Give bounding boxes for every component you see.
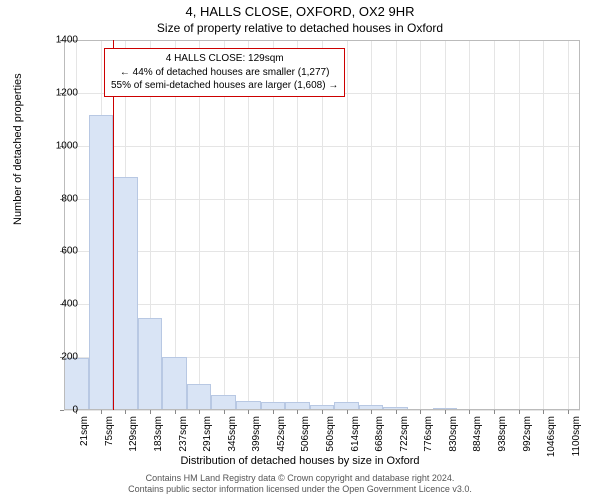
x-tick-mark xyxy=(494,410,495,414)
x-tick-label: 992sqm xyxy=(522,416,533,461)
x-tick-label: 884sqm xyxy=(472,416,483,461)
x-tick-label: 129sqm xyxy=(128,416,139,461)
x-axis xyxy=(64,409,580,410)
x-tick-label: 183sqm xyxy=(153,416,164,461)
x-tick-label: 776sqm xyxy=(423,416,434,461)
x-tick-label: 938sqm xyxy=(497,416,508,461)
x-tick-label: 345sqm xyxy=(227,416,238,461)
y-tick-label: 1200 xyxy=(48,87,78,98)
x-tick-mark xyxy=(371,410,372,414)
x-tick-mark xyxy=(175,410,176,414)
gridline-v xyxy=(519,40,520,410)
x-tick-label: 668sqm xyxy=(374,416,385,461)
x-tick-label: 1046sqm xyxy=(546,416,557,461)
x-tick-label: 722sqm xyxy=(399,416,410,461)
x-tick-label: 399sqm xyxy=(251,416,262,461)
x-tick-mark xyxy=(101,410,102,414)
x-tick-label: 452sqm xyxy=(276,416,287,461)
y-tick-label: 400 xyxy=(48,299,78,310)
x-tick-label: 1100sqm xyxy=(571,416,582,461)
x-tick-label: 506sqm xyxy=(300,416,311,461)
y-tick-label: 200 xyxy=(48,352,78,363)
y-tick-label: 1000 xyxy=(48,140,78,151)
x-tick-label: 614sqm xyxy=(350,416,361,461)
bar xyxy=(211,395,236,410)
gridline-v xyxy=(347,40,348,410)
bar xyxy=(162,357,187,410)
x-tick-label: 237sqm xyxy=(178,416,189,461)
footer: Contains HM Land Registry data © Crown c… xyxy=(0,473,600,496)
x-tick-label: 560sqm xyxy=(325,416,336,461)
x-tick-mark xyxy=(469,410,470,414)
x-tick-mark xyxy=(322,410,323,414)
x-tick-mark xyxy=(445,410,446,414)
annotation-line1: 4 HALLS CLOSE: 129sqm xyxy=(111,52,338,66)
x-tick-mark xyxy=(347,410,348,414)
gridline-v xyxy=(543,40,544,410)
bar xyxy=(113,177,138,410)
gridline-v xyxy=(371,40,372,410)
x-tick-mark xyxy=(273,410,274,414)
gridline-v xyxy=(420,40,421,410)
gridline-v xyxy=(469,40,470,410)
x-tick-mark xyxy=(519,410,520,414)
x-tick-mark xyxy=(568,410,569,414)
x-tick-mark xyxy=(396,410,397,414)
x-tick-mark xyxy=(248,410,249,414)
y-tick-label: 800 xyxy=(48,193,78,204)
x-tick-mark xyxy=(420,410,421,414)
gridline-v xyxy=(396,40,397,410)
x-tick-mark xyxy=(297,410,298,414)
gridline-v xyxy=(445,40,446,410)
bar xyxy=(64,358,89,410)
page-title-line1: 4, HALLS CLOSE, OXFORD, OX2 9HR xyxy=(0,0,600,19)
gridline-v xyxy=(494,40,495,410)
y-tick-label: 600 xyxy=(48,246,78,257)
bar xyxy=(187,384,212,410)
x-tick-mark xyxy=(224,410,225,414)
x-tick-label: 291sqm xyxy=(202,416,213,461)
annotation-line2: ← 44% of detached houses are smaller (1,… xyxy=(111,66,338,80)
page-title-line2: Size of property relative to detached ho… xyxy=(0,19,600,35)
x-tick-label: 75sqm xyxy=(104,416,115,461)
footer-line1: Contains HM Land Registry data © Crown c… xyxy=(0,473,600,485)
x-tick-mark xyxy=(150,410,151,414)
x-tick-mark xyxy=(125,410,126,414)
x-tick-label: 830sqm xyxy=(448,416,459,461)
x-tick-mark xyxy=(199,410,200,414)
footer-line2: Contains public sector information licen… xyxy=(0,484,600,496)
chart-container: 4, HALLS CLOSE, OXFORD, OX2 9HR Size of … xyxy=(0,0,600,500)
x-tick-label: 21sqm xyxy=(79,416,90,461)
y-tick-label: 0 xyxy=(48,405,78,416)
y-axis-label: Number of detached properties xyxy=(12,73,24,225)
gridline-v xyxy=(568,40,569,410)
annotation-box: 4 HALLS CLOSE: 129sqm ← 44% of detached … xyxy=(104,48,345,97)
bar xyxy=(89,115,114,410)
bar xyxy=(138,318,163,411)
annotation-line3: 55% of semi-detached houses are larger (… xyxy=(111,79,338,93)
x-tick-mark xyxy=(543,410,544,414)
y-tick-label: 1400 xyxy=(48,35,78,46)
